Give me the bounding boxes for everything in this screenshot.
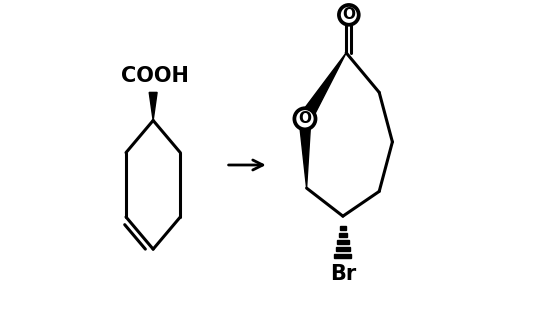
Text: Br: Br: [330, 264, 356, 284]
Polygon shape: [334, 253, 351, 257]
Polygon shape: [339, 233, 347, 237]
Text: COOH: COOH: [121, 66, 189, 86]
Polygon shape: [149, 92, 157, 120]
Polygon shape: [337, 240, 349, 244]
Text: O: O: [342, 7, 355, 22]
Polygon shape: [340, 226, 345, 230]
Text: O: O: [299, 111, 311, 126]
Polygon shape: [336, 247, 350, 251]
Circle shape: [294, 108, 316, 129]
Polygon shape: [300, 53, 346, 122]
Circle shape: [339, 5, 359, 25]
Polygon shape: [299, 119, 311, 188]
